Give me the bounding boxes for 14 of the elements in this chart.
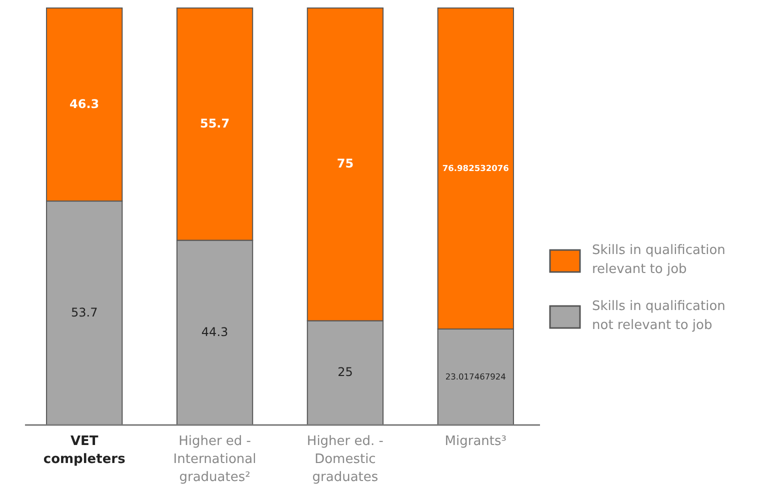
- data-label: 76.982532076: [442, 162, 510, 173]
- x-tick-label: VET completers: [43, 434, 126, 467]
- data-label: 53.7: [70, 305, 98, 320]
- data-label: 46.3: [70, 96, 100, 111]
- data-label: 23.017467924: [445, 371, 506, 382]
- legend-label: Skills in qualification relevant to job: [592, 243, 726, 277]
- x-tick-label: Higher ed - International graduates²: [173, 434, 256, 485]
- x-tick-label: Migrants³: [444, 434, 507, 449]
- legend-label: Skills in qualification not relevant to job: [592, 299, 726, 333]
- x-tick-label: Higher ed. - Domestic graduates: [306, 434, 384, 485]
- data-label: 25: [338, 365, 353, 380]
- data-label: 75: [336, 156, 354, 171]
- data-label: 44.3: [201, 324, 228, 339]
- data-label: 55.7: [200, 116, 230, 130]
